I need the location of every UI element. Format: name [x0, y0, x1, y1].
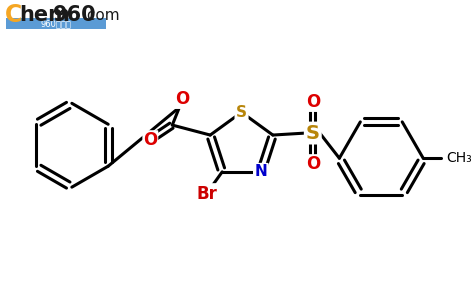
FancyBboxPatch shape [6, 18, 106, 30]
Text: hem: hem [19, 6, 70, 25]
Text: S: S [236, 105, 247, 120]
Text: 960: 960 [53, 6, 97, 25]
Text: O: O [306, 155, 320, 173]
Text: S: S [306, 124, 320, 143]
Text: .com: .com [83, 8, 120, 23]
Text: O: O [143, 131, 157, 149]
Text: O: O [175, 90, 190, 108]
Text: 960化工网: 960化工网 [40, 19, 71, 28]
Text: O: O [306, 93, 320, 111]
Text: CH₃: CH₃ [446, 151, 472, 165]
Text: N: N [255, 164, 267, 179]
Text: Br: Br [197, 185, 218, 203]
Text: C: C [5, 4, 22, 28]
